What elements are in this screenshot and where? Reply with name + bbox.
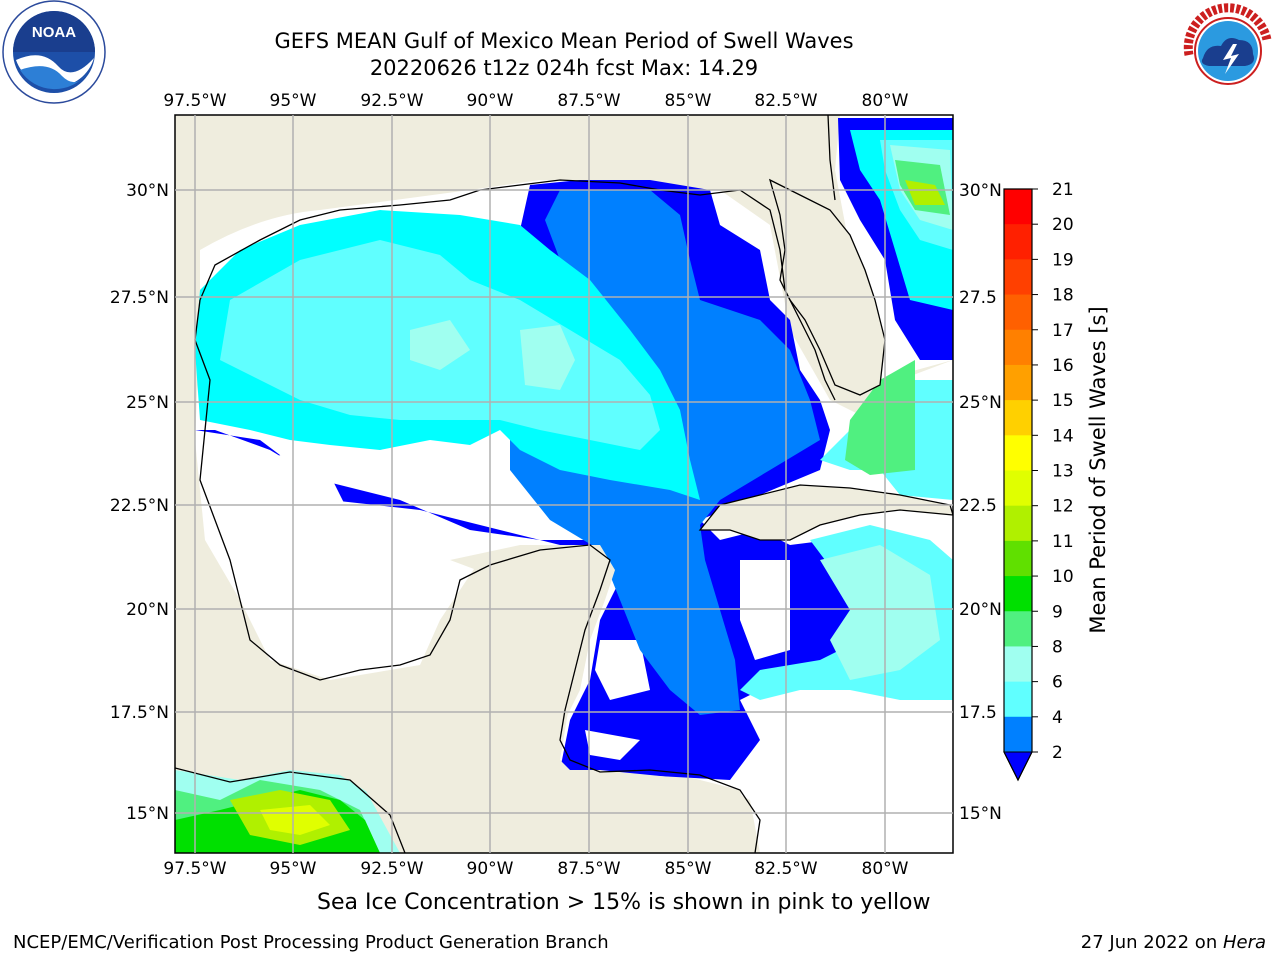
lon-tick-bottom: 97.5°W: [163, 859, 226, 879]
lat-ticks-right: 30°N 27.5 25°N 22.5 20°N 17.5 15°N: [959, 181, 1002, 824]
lat-tick-right: 27.5: [959, 288, 997, 308]
colorbar-tick: 18: [1052, 286, 1074, 306]
colorbar-label: Mean Period of Swell Waves [s]: [1086, 306, 1110, 633]
lat-tick-left: 22.5°N: [110, 496, 169, 516]
colorbar-tick: 6: [1052, 673, 1063, 693]
lon-ticks-top: 97.5°W 95°W 92.5°W 90°W 87.5°W 85°W 82.5°W 80°W: [163, 91, 908, 111]
lon-tick-bottom: 92.5°W: [360, 859, 423, 879]
colorbar-segment: [1004, 576, 1032, 612]
cuba-land: [698, 484, 953, 541]
footer-credit: NCEP/EMC/Verification Post Processing Pr…: [13, 932, 609, 953]
colorbar-segment: [1004, 400, 1032, 436]
lat-ticks-left: 30°N 27.5°N 25°N 22.5°N 20°N 17.5°N 15°N: [110, 181, 169, 824]
colorbar-segment: [1004, 611, 1032, 647]
colorbar-extend: [1003, 751, 1033, 782]
colorbar-tick: 8: [1052, 637, 1063, 657]
lon-tick-top: 90°W: [467, 91, 514, 111]
lat-tick-right: 30°N: [959, 181, 1002, 201]
lon-tick-top: 82.5°W: [754, 91, 817, 111]
lon-tick-bottom: 87.5°W: [557, 859, 620, 879]
lon-tick-top: 97.5°W: [163, 91, 226, 111]
colorbar-frame: [1003, 188, 1033, 782]
colorbar-tick: 14: [1052, 426, 1074, 446]
colorbar-segment: [1004, 329, 1032, 366]
colorbar-segment: [1004, 505, 1032, 542]
colorbar-tick: 16: [1052, 356, 1074, 376]
colorbar-tick: 11: [1052, 532, 1074, 552]
colorbar-segment: [1004, 716, 1032, 752]
footer-date: 27 Jun 2022 on Hera: [1081, 932, 1266, 953]
colorbar-segment: [1004, 646, 1032, 683]
lat-tick-right: 15°N: [959, 804, 1002, 824]
colorbar-segment: [1004, 435, 1032, 471]
colorbar-segment: [1004, 259, 1032, 296]
lat-tick-left: 25°N: [126, 393, 169, 413]
lat-tick-right: 17.5: [959, 703, 997, 723]
colorbar-segment: [1004, 470, 1032, 507]
gulf-coastline: [199, 179, 836, 401]
lon-tick-top: 85°W: [665, 91, 712, 111]
colorbar-segment: [1004, 681, 1032, 718]
colorbar-tick: 17: [1052, 321, 1074, 341]
footer-machine: Hera: [1222, 932, 1266, 953]
map-title: GEFS MEAN Gulf of Mexico Mean Period of …: [274, 29, 854, 53]
colorbar-segment: [1004, 364, 1032, 401]
colorbar-segment: [1004, 189, 1032, 225]
yucatan-land: [360, 545, 760, 853]
lon-tick-bottom: 80°W: [862, 859, 909, 879]
map-subtitle: 20220626 t12z 024h fcst Max: 14.29: [369, 56, 759, 80]
lon-tick-bottom: 85°W: [665, 859, 712, 879]
noaa-logo: NOAA: [2, 0, 106, 104]
lon-tick-top: 95°W: [270, 91, 317, 111]
lon-tick-top: 92.5°W: [360, 91, 423, 111]
lat-tick-left: 27.5°N: [110, 288, 169, 308]
svg-text:NOAA: NOAA: [32, 24, 76, 41]
colorbar-tick: 2: [1052, 743, 1063, 763]
florida-land: [768, 178, 886, 396]
map-field: [175, 115, 953, 853]
lat-tick-left: 30°N: [126, 181, 169, 201]
colorbar: 21 20 19 18 17 16 15 14 13 12 11 10 9 8 6 4 2: [1003, 180, 1074, 782]
colorbar-segment: [1004, 294, 1032, 331]
colorbar-tick: 13: [1052, 462, 1074, 482]
colorbar-segment: [1004, 540, 1032, 577]
colorbar-segment: [1004, 224, 1032, 260]
lat-tick-right: 25°N: [959, 393, 1002, 413]
lat-tick-right: 22.5: [959, 496, 997, 516]
sea-ice-note: Sea Ice Concentration > 15% is shown in …: [317, 890, 931, 915]
lat-tick-right: 20°N: [959, 600, 1002, 620]
lon-tick-top: 80°W: [862, 91, 909, 111]
colorbar-tick: 19: [1052, 250, 1074, 270]
colorbar-tick: 15: [1052, 391, 1074, 411]
map-frame: [174, 114, 954, 854]
lon-tick-top: 87.5°W: [557, 91, 620, 111]
lat-tick-left: 20°N: [126, 600, 169, 620]
footer-date-text: 27 Jun 2022 on: [1080, 932, 1223, 953]
colorbar-tick: 21: [1052, 180, 1074, 200]
colorbar-tick: 4: [1052, 708, 1063, 728]
lon-tick-bottom: 90°W: [467, 859, 514, 879]
lon-tick-bottom: 82.5°W: [754, 859, 817, 879]
colorbar-tick: 9: [1052, 602, 1063, 622]
lat-tick-left: 17.5°N: [110, 703, 169, 723]
national-weather-service-logo: [1179, 2, 1277, 100]
gridlines: [175, 115, 953, 853]
lon-ticks-bottom: 97.5°W 95°W 92.5°W 90°W 87.5°W 85°W 82.5°W 80°W: [163, 859, 908, 879]
colorbar-tick: 20: [1052, 215, 1074, 235]
lon-tick-bottom: 95°W: [270, 859, 317, 879]
colorbar-tick: 12: [1052, 497, 1074, 517]
colorbar-tick: 10: [1052, 567, 1074, 587]
lat-tick-left: 15°N: [126, 804, 169, 824]
